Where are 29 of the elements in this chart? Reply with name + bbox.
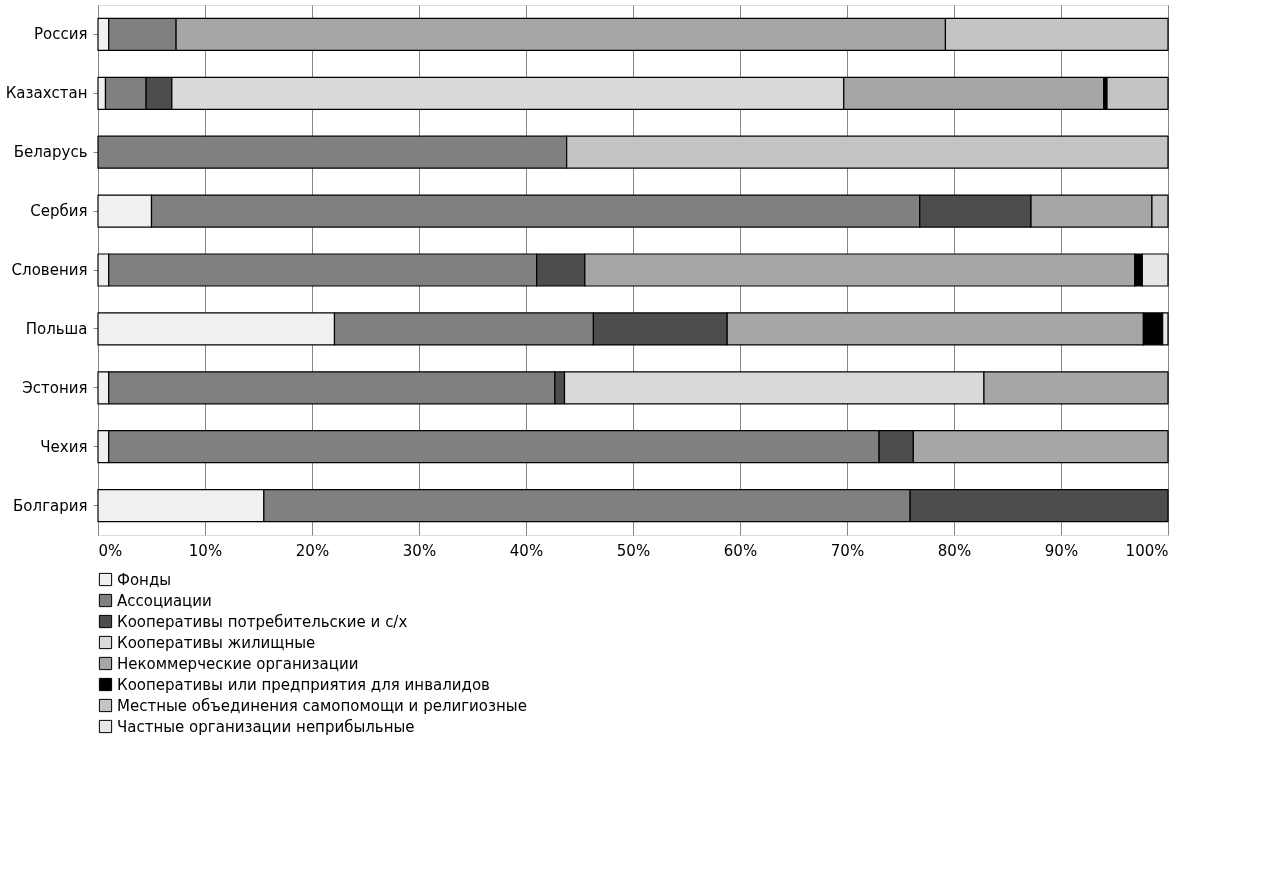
bar — [1106, 76, 1169, 110]
legend-label: Кооперативы жилищные — [117, 633, 316, 652]
legend-label: Некоммерческие организации — [117, 654, 359, 673]
x-tick-label: 60% — [723, 541, 758, 560]
legend-label: Кооперативы или предприятия для инвалидов — [117, 675, 490, 694]
x-tick-label: 80% — [937, 541, 972, 560]
legend-label: Частные организации неприбыльные — [117, 717, 415, 736]
y-tick-label: Беларусь — [13, 143, 88, 162]
y-tick-label: Болгария — [13, 496, 88, 515]
y-tick-label: Россия — [34, 25, 88, 44]
x-tick-label: 20% — [295, 541, 330, 560]
y-tick-label: Словения — [11, 261, 88, 279]
y-tick-label: Казахстан — [5, 84, 88, 103]
y-tick-label: Сербия — [30, 202, 88, 221]
x-tick-label: 90% — [1044, 541, 1079, 560]
y-tick-label: Польша — [25, 319, 88, 338]
x-tick-label: 0% — [98, 541, 123, 560]
x-tick-label: 70% — [830, 541, 865, 560]
legend-label: Ассоциации — [117, 591, 212, 610]
x-tick-label: 40% — [509, 541, 544, 560]
x-tick-label: 10% — [188, 541, 223, 560]
legend-label: Местные объединения самопомощи и религиозные — [117, 696, 527, 715]
legend-label: Кооперативы потребительские и с/х — [117, 612, 408, 631]
y-tick-label: Чехия — [40, 437, 88, 456]
x-tick-label: 100% — [1125, 541, 1169, 560]
y-tick-label: Эстония — [22, 378, 88, 397]
x-tick-label: 50% — [616, 541, 651, 560]
legend-label: Фонды — [117, 570, 172, 589]
x-tick-label: 30% — [402, 541, 437, 560]
